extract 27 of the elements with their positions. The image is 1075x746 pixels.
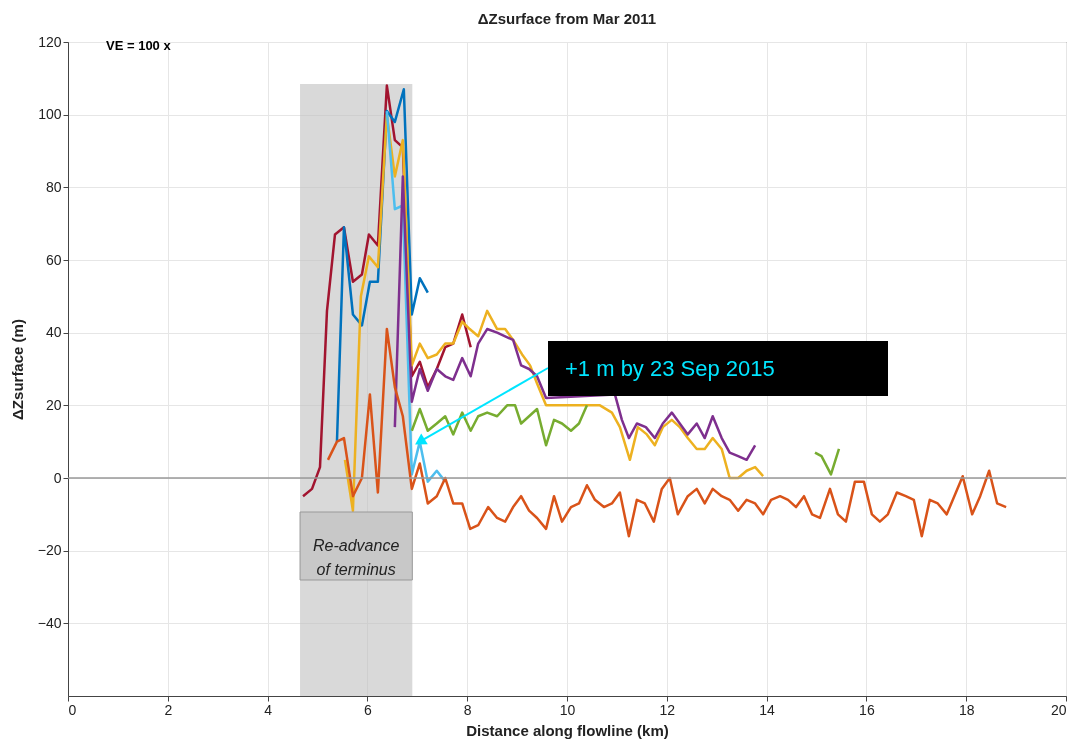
band-label: Re-advance of terminus <box>313 537 400 578</box>
x-axis-title: Distance along flowline (km) <box>466 721 669 739</box>
x-tick-label: 10 <box>559 701 576 718</box>
chart-title: ΔZsurface from Mar 2011 <box>477 10 657 27</box>
x-tick-label: 16 <box>859 701 875 718</box>
x-tick-label: 0 <box>68 701 77 718</box>
x-tick-label: 2 <box>164 701 173 718</box>
x-tick-label: 8 <box>463 701 472 718</box>
x-tick-label: 4 <box>264 701 273 718</box>
y-tick-label: 60 <box>45 251 62 268</box>
line-series <box>326 327 1008 538</box>
y-tick-label: 120 <box>38 33 62 50</box>
x-tick-label: 14 <box>759 701 776 718</box>
y-axis-title: ΔZsurface (m) <box>8 319 26 420</box>
y-tick-label: 20 <box>45 396 62 413</box>
y-tick-label: 80 <box>45 178 62 195</box>
y-tick-label: 0 <box>53 469 62 486</box>
y-tick-label: −20 <box>37 542 62 559</box>
y-tick-label: 40 <box>45 324 62 341</box>
annotation: VE = 100 x <box>106 38 172 53</box>
y-tick-label: −40 <box>37 614 62 631</box>
x-tick-label: 18 <box>958 701 975 718</box>
x-tick-label: 6 <box>364 701 372 718</box>
x-tick-label: 12 <box>659 701 676 718</box>
y-tick-label: 100 <box>38 106 62 123</box>
annotation: +1 m by 23 Sep 2015 <box>565 356 775 381</box>
x-tick-label: 20 <box>1050 701 1067 718</box>
